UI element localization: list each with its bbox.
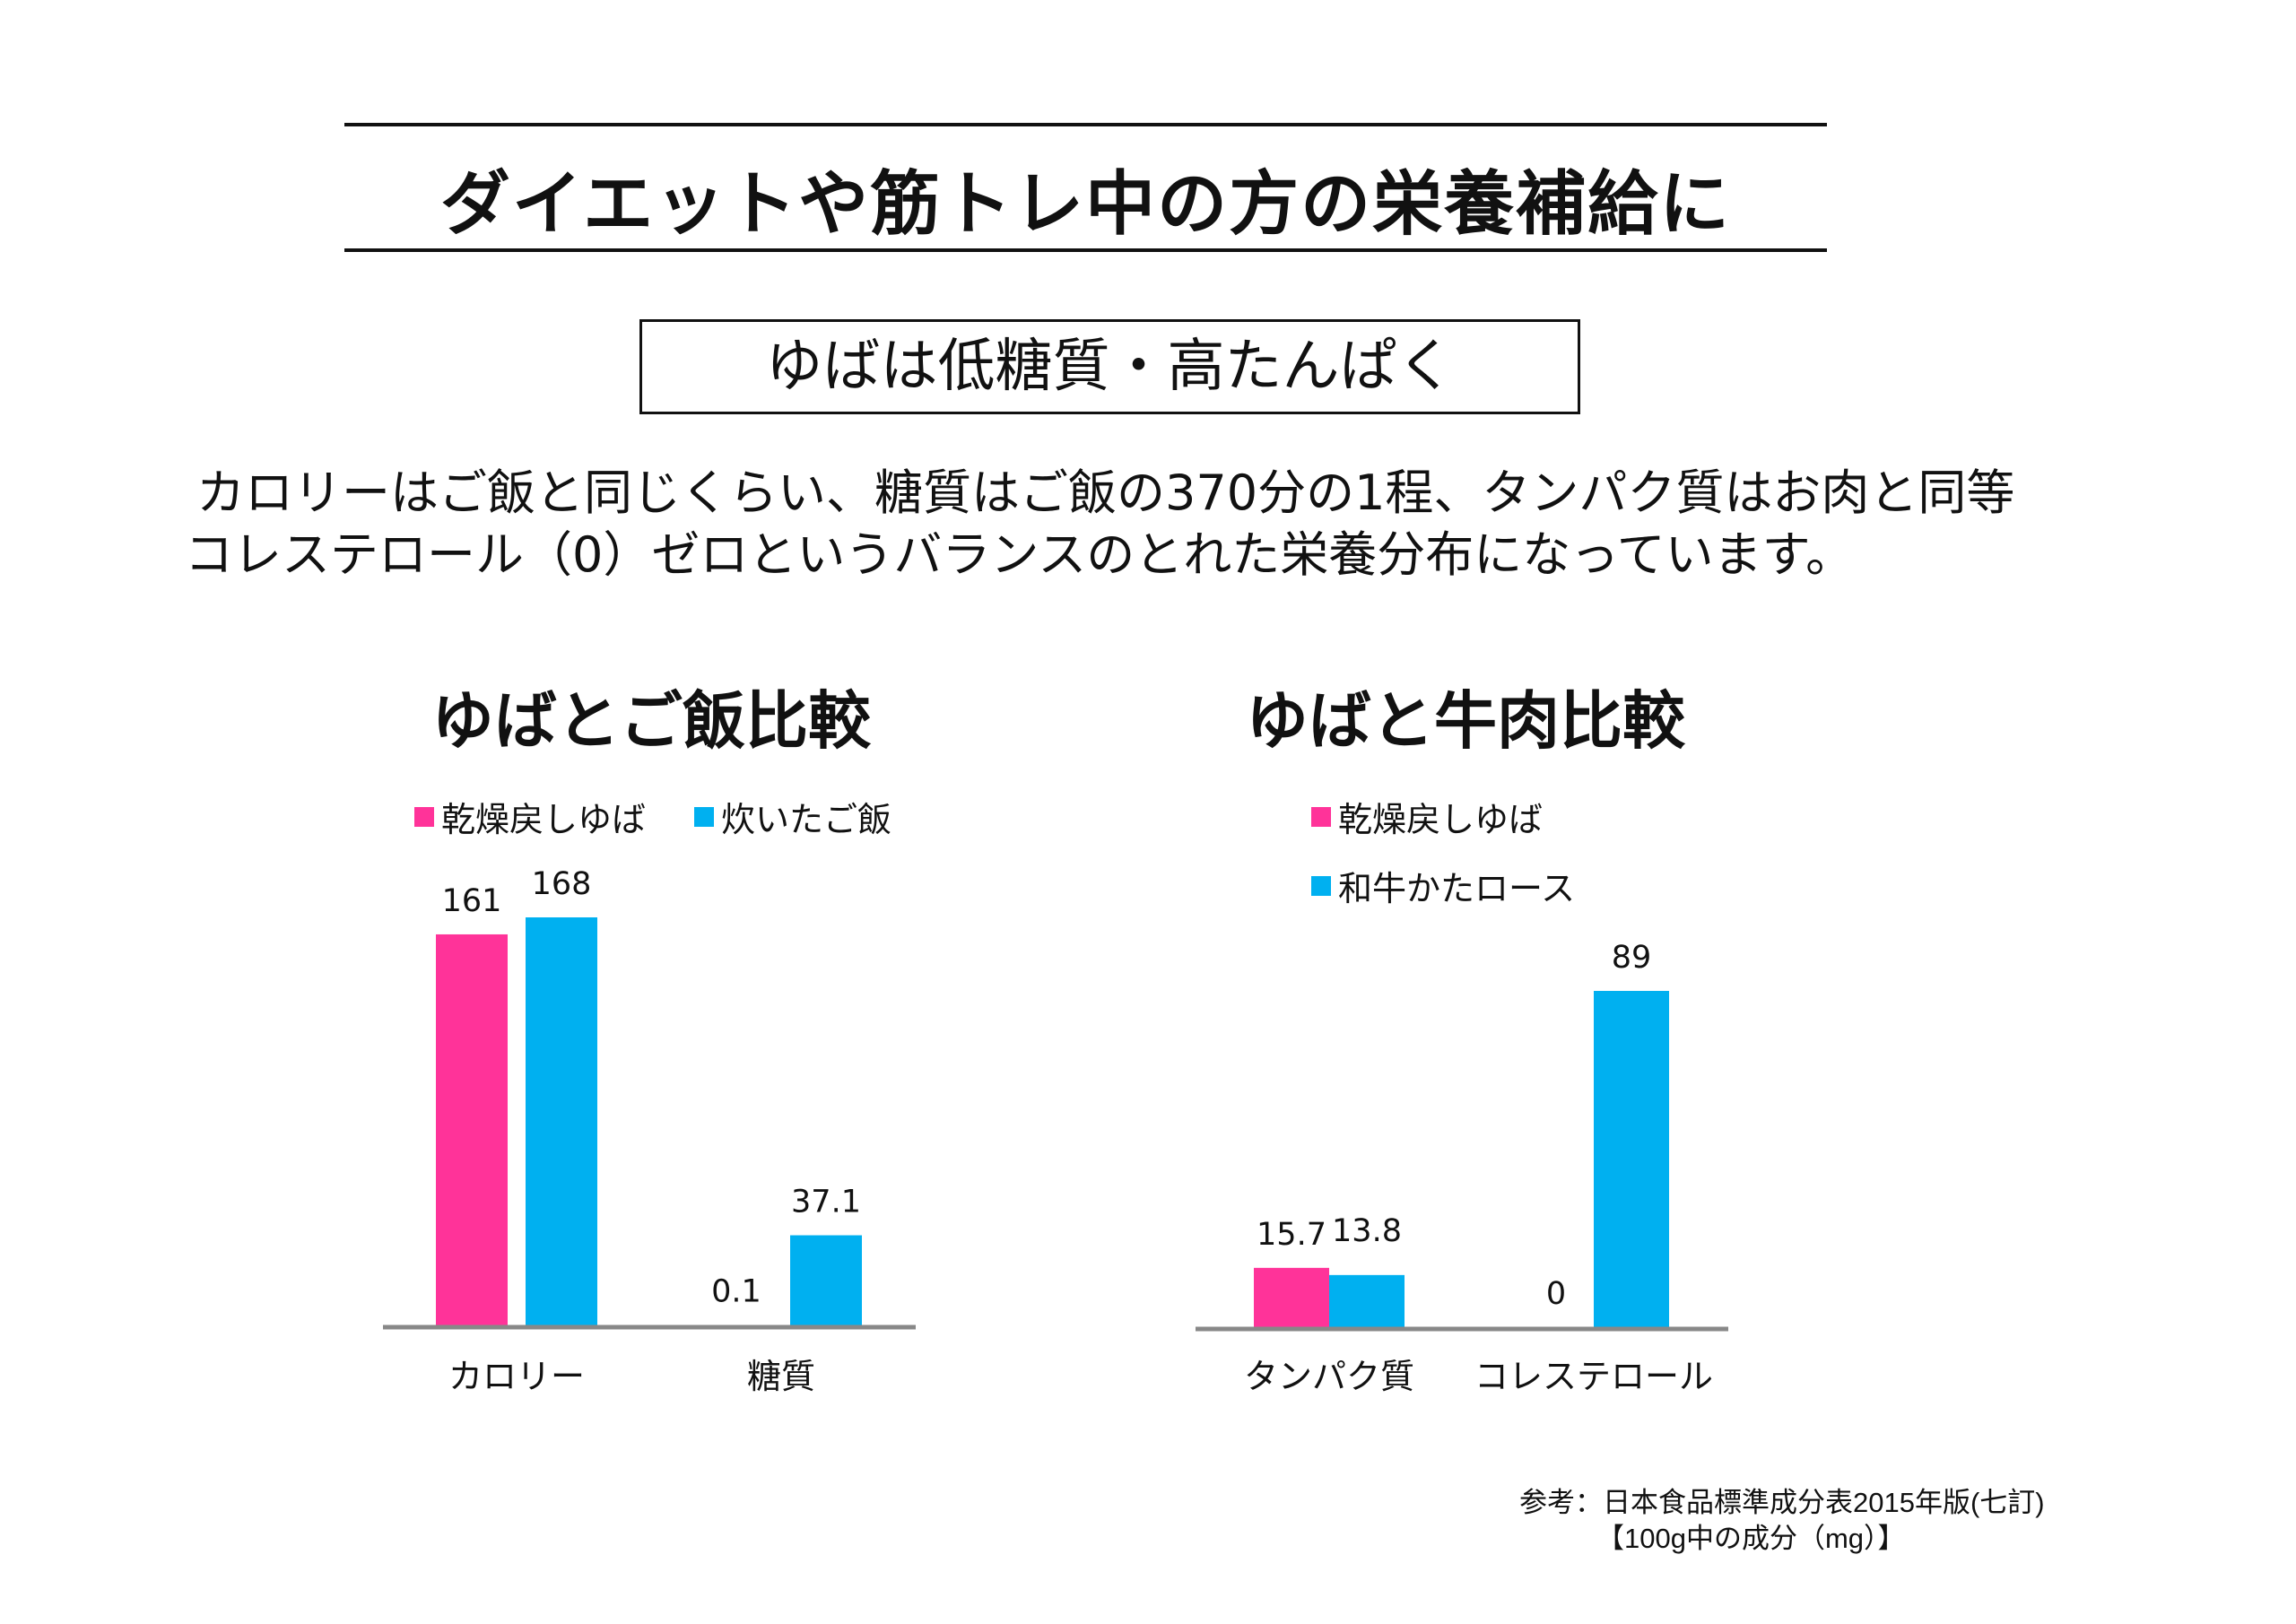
legend-label: 乾燥戻しゆば — [441, 800, 647, 839]
page-title: ダイエットや筋トレ中の方の栄養補給に — [439, 164, 1732, 245]
chart2-title: ゆばと牛肉比較 — [1246, 684, 1685, 758]
data-label: 168 — [532, 866, 592, 902]
legend-swatch-pink — [414, 806, 434, 827]
category-label: コレステロール — [1474, 1357, 1713, 1396]
description-line-2: コレステロール（0）ゼロというバランスのとれた栄養分布になっています。 — [185, 526, 1855, 583]
legend-swatch-blue — [694, 806, 714, 827]
data-label: 89 — [1612, 940, 1652, 976]
category-label: 糖質 — [747, 1357, 815, 1396]
bar-0-0-0 — [436, 934, 508, 1325]
chart2-legend-item-beef: 和牛かたロース — [1311, 861, 1575, 910]
legend-swatch-blue — [1311, 875, 1331, 896]
category-label: タンパク質 — [1244, 1357, 1414, 1396]
bar-0-1-1 — [790, 1235, 862, 1325]
legend-label: 乾燥戻しゆば — [1338, 800, 1544, 839]
bar-1-0-0 — [1254, 1267, 1329, 1327]
unit-note: 【100g中の成分（mg）】 — [1596, 1523, 1906, 1554]
data-label: 37.1 — [791, 1185, 861, 1220]
chart1-legend-item-rice: 炊いたご飯 — [694, 792, 891, 841]
source-note: 参考：日本食品標準成分表2015年版(七訂) — [1519, 1487, 2045, 1518]
chart1-legend-item-yuba: 乾燥戻しゆば — [414, 792, 646, 841]
bar-1-0-1 — [1329, 1274, 1405, 1327]
data-label: 13.8 — [1332, 1213, 1402, 1249]
description-line-1: カロリーはご飯と同じくらい、糖質はご飯の370分の1程、タンパク質はお肉と同等 — [196, 465, 2015, 521]
data-label: 0.1 — [711, 1274, 761, 1310]
legend-label: 炊いたご飯 — [721, 800, 892, 839]
chart1-title: ゆばとご飯比較 — [431, 684, 871, 758]
data-label: 161 — [442, 883, 502, 919]
title-bottom-rule — [344, 248, 1827, 252]
data-label: 0 — [1546, 1276, 1566, 1312]
bar-0-0-1 — [526, 917, 597, 1325]
subtitle-box: ゆばは低糖質・高たんぱく — [639, 319, 1580, 414]
legend-swatch-pink — [1311, 806, 1331, 827]
chart2-legend-item-yuba: 乾燥戻しゆば — [1311, 792, 1543, 841]
bar-1-1-1 — [1594, 991, 1669, 1327]
title-top-rule — [344, 123, 1827, 126]
category-label: カロリー — [448, 1357, 585, 1396]
data-label: 15.7 — [1257, 1217, 1326, 1253]
legend-label: 和牛かたロース — [1338, 869, 1576, 908]
